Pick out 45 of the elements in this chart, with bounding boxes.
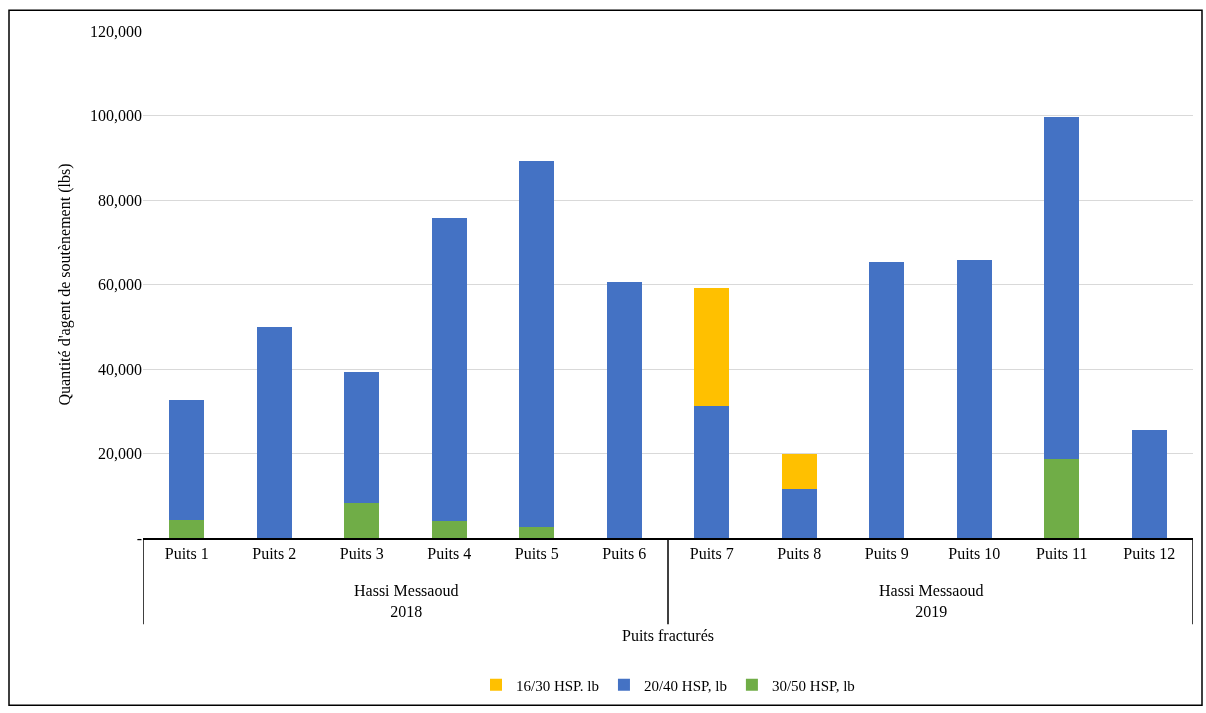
bar xyxy=(344,502,380,538)
bar xyxy=(169,520,205,538)
text: Hassi Messaoud 2019 xyxy=(879,582,984,620)
text: Hassi Messaoud 2018 xyxy=(354,582,459,620)
bar xyxy=(519,160,555,528)
bar xyxy=(869,262,905,538)
bar xyxy=(1044,458,1080,538)
bar xyxy=(169,399,205,521)
bar xyxy=(606,281,642,538)
bar xyxy=(1044,116,1080,459)
x-tick-label: Puits 11 xyxy=(1036,544,1088,562)
bar xyxy=(344,372,380,503)
bar xyxy=(781,489,817,538)
bar xyxy=(781,453,817,490)
bar xyxy=(256,327,292,538)
legend-label: 16/30 HSP. lb xyxy=(516,677,599,694)
bar xyxy=(694,406,730,538)
x-tick-label: Puits 5 xyxy=(514,544,559,562)
bar xyxy=(431,218,467,522)
x-axis-title: Puits fracturés xyxy=(622,627,714,644)
x-tick-label: Puits 10 xyxy=(948,544,1001,562)
bar xyxy=(1131,429,1167,538)
x-tick-label: Puits 9 xyxy=(864,544,909,562)
bar xyxy=(956,260,992,538)
y-tick-label: 40,000 xyxy=(98,360,142,378)
y-tick-label: 80,000 xyxy=(98,191,142,209)
x-tick-label: Puits 7 xyxy=(689,544,734,562)
x-tick-label: Puits 12 xyxy=(1123,544,1176,562)
y-axis-title: Quantité d'agent de soutènement (lbs) xyxy=(55,163,74,406)
bar xyxy=(694,287,730,407)
y-tick-label: 100,000 xyxy=(90,107,142,125)
legend-label: 20/40 HSP, lb xyxy=(643,677,727,694)
y-tick-label: - xyxy=(136,529,142,547)
x-tick-label: Puits 3 xyxy=(339,544,384,562)
y-tick-label: 20,000 xyxy=(98,445,142,463)
y-tick-label: 120,000 xyxy=(90,22,142,40)
legend-label: 30/50 HSP, lb xyxy=(771,677,855,694)
x-tick-label: Puits 8 xyxy=(777,544,822,562)
x-tick-label: Puits 6 xyxy=(602,544,647,562)
bar xyxy=(519,527,555,538)
bar xyxy=(431,521,467,538)
y-tick-label: 60,000 xyxy=(98,276,142,294)
x-tick-label: Puits 2 xyxy=(252,544,297,562)
x-tick-label: Puits 4 xyxy=(427,544,472,562)
x-tick-label: Puits 1 xyxy=(164,544,209,562)
